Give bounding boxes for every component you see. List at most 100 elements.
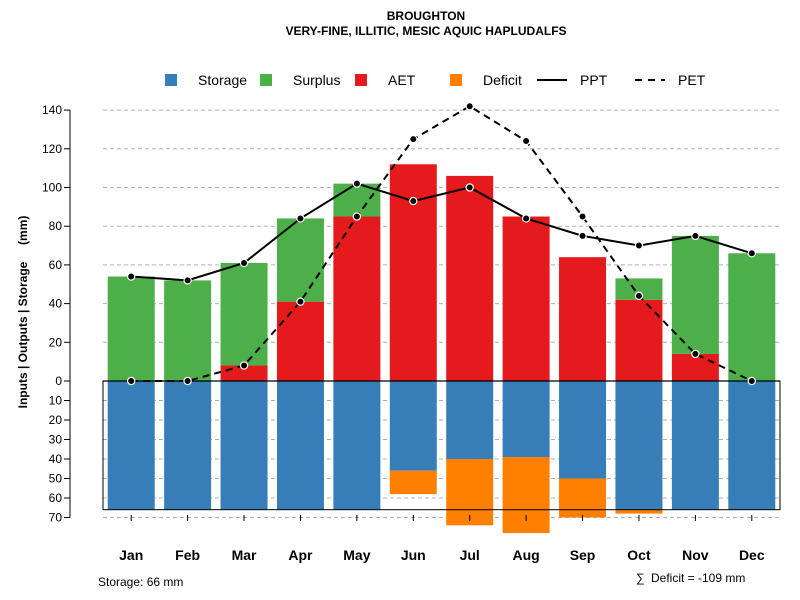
legend-label-ppt: PPT	[580, 72, 608, 88]
line-layer	[127, 102, 756, 386]
x-tick-label-jul: Jul	[460, 547, 480, 563]
y-tick-label-up-60: 60	[49, 258, 63, 272]
y-tick-label-up-140: 140	[42, 103, 62, 117]
ppt-point-feb	[183, 276, 192, 285]
chart-title: BROUGHTON	[387, 9, 465, 23]
surplus-bar-mar	[220, 262, 268, 366]
deficit-note: Deficit = -109 mm	[651, 571, 745, 585]
pet-point-apr	[296, 297, 305, 306]
ppt-point-jan	[127, 272, 136, 281]
surplus-bar-feb	[164, 280, 212, 381]
ppt-point-jul	[465, 183, 474, 192]
pet-point-may	[352, 212, 362, 221]
legend-swatch-aet	[355, 74, 367, 86]
pet-line	[131, 105, 753, 382]
pet-point-aug	[521, 136, 531, 146]
storage-bar-dec	[728, 381, 776, 510]
pet-point-feb	[183, 376, 192, 386]
legend-label-aet: AET	[388, 72, 416, 88]
ppt-point-dec	[747, 249, 756, 258]
aet-bar-may	[333, 216, 381, 381]
x-tick-label-jan: Jan	[119, 547, 143, 563]
legend-label-pet: PET	[678, 72, 706, 88]
pet-point-jun	[409, 134, 418, 144]
y-tick-label-down-40: 40	[49, 452, 63, 466]
y-tick-label-down-30: 30	[49, 433, 63, 447]
axes: 0 20 40 60 80 100 120 140 10 20 30 40 50 60 70 Jan Feb Ma…	[42, 103, 765, 563]
x-tick-label-may: May	[343, 547, 370, 563]
legend-swatch-deficit	[450, 74, 462, 86]
legend-item-ppt: PPT	[537, 72, 608, 88]
aet-bar-nov	[671, 353, 719, 381]
ppt-point-mar	[239, 258, 249, 268]
y-axis-label: Inputs | Outputs | Storage (mm)	[16, 216, 30, 409]
pet-point-dec	[747, 376, 756, 386]
legend-item-storage: Storage	[165, 72, 247, 88]
ppt-point-nov	[691, 231, 700, 241]
pet-point-jul	[465, 102, 474, 111]
ppt-point-apr	[296, 214, 305, 223]
y-tick-label-up-80: 80	[49, 219, 63, 233]
y-tick-label-up-0: 0	[55, 374, 62, 388]
storage-bar-oct	[615, 381, 663, 510]
x-tick-label-jun: Jun	[401, 547, 426, 563]
legend-item-deficit: Deficit	[450, 72, 522, 88]
pet-point-jan	[127, 376, 136, 386]
chart-legend: Storage Surplus AET Deficit PPT PET	[165, 72, 706, 88]
x-tick-label-mar: Mar	[232, 547, 257, 563]
y-tick-label-down-10: 10	[49, 394, 63, 408]
chart-subtitle: VERY-FINE, ILLITIC, MESIC AQUIC HAPLUDAL…	[285, 24, 566, 38]
storage-bar-apr	[276, 381, 324, 510]
legend-item-surplus: Surplus	[260, 72, 340, 88]
surplus-bar-apr	[276, 218, 324, 302]
x-tick-label-feb: Feb	[175, 547, 200, 563]
x-tick-label-nov: Nov	[682, 547, 709, 563]
deficit-sum-symbol: ∑	[636, 571, 645, 585]
aet-bar-aug	[502, 216, 550, 381]
aet-bar-sep	[559, 257, 607, 381]
storage-bar-jul	[446, 381, 494, 459]
x-tick-label-aug: Aug	[513, 547, 540, 563]
deficit-bar-jul	[446, 459, 494, 526]
legend-item-pet: PET	[635, 72, 706, 88]
deficit-bar-sep	[559, 478, 607, 518]
legend-label-surplus: Surplus	[293, 72, 340, 88]
pet-point-oct	[634, 291, 644, 301]
ppt-point-sep	[578, 231, 587, 241]
y-tick-label-up-40: 40	[49, 297, 63, 311]
surplus-bar-dec	[728, 253, 776, 381]
ppt-point-jun	[409, 196, 418, 206]
y-tick-label-down-70: 70	[49, 511, 63, 525]
storage-note: Storage: 66 mm	[98, 575, 183, 589]
deficit-bar-jun	[389, 470, 437, 495]
storage-bar-mar	[220, 381, 268, 510]
legend-swatch-surplus	[260, 74, 272, 86]
y-tick-label-up-120: 120	[42, 142, 62, 156]
storage-bar-sep	[559, 381, 607, 479]
ppt-point-may	[352, 179, 362, 188]
pet-point-mar	[239, 361, 249, 370]
y-tick-label-up-100: 100	[42, 181, 62, 195]
pet-point-sep	[578, 212, 587, 221]
aet-bar-apr	[276, 301, 324, 381]
y-tick-label-down-50: 50	[49, 472, 63, 486]
ppt-point-aug	[521, 214, 531, 223]
deficit-bar-oct	[615, 509, 663, 514]
ppt-point-oct	[634, 241, 644, 250]
legend-label-deficit: Deficit	[483, 72, 522, 88]
y-tick-label-up-20: 20	[49, 335, 63, 349]
bar-layer	[102, 164, 781, 534]
deficit-bar-aug	[502, 457, 550, 534]
x-tick-label-sep: Sep	[570, 547, 596, 563]
x-tick-label-oct: Oct	[627, 547, 651, 563]
y-tick-label-down-20: 20	[49, 413, 63, 427]
storage-bar-jan	[107, 381, 155, 510]
legend-swatch-storage	[165, 74, 177, 86]
y-tick-label-down-60: 60	[49, 491, 63, 505]
surplus-bar-jan	[107, 276, 155, 381]
surplus-bar-oct	[615, 278, 663, 300]
x-tick-label-dec: Dec	[739, 547, 765, 563]
storage-bar-feb	[164, 381, 212, 510]
ppt-line	[131, 182, 753, 282]
